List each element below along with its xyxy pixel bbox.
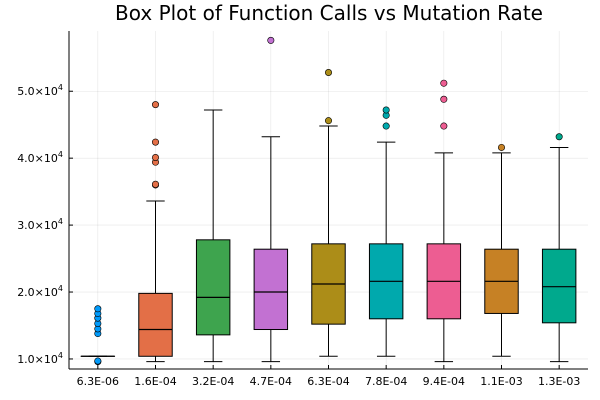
- outlier-point: [94, 305, 102, 313]
- box-4.7E-04: [253, 36, 289, 363]
- box-9.4E-04: [426, 79, 462, 363]
- boxes: [80, 36, 577, 366]
- y-tick-label: 4.0×104: [17, 150, 63, 165]
- outlier-point: [267, 36, 275, 44]
- box-iqr: [195, 239, 231, 336]
- outlier-point: [440, 79, 448, 87]
- x-tick-label: 1.3E-03: [538, 375, 580, 388]
- box-1.6E-04: [138, 101, 173, 363]
- outlier-point: [324, 117, 332, 125]
- outlier-point: [152, 153, 160, 161]
- x-tick-labels: 6.3E-06 1.6E-04 3.2E-04 4.7E-04 6.3E-04 7.8E-…: [77, 365, 580, 388]
- x-tick-label: 3.2E-04: [192, 375, 234, 388]
- x-tick-label: 7.8E-04: [365, 375, 407, 388]
- outlier-point: [440, 95, 448, 103]
- x-tick-label: 1.1E-03: [480, 375, 522, 388]
- box-3.2E-04: [195, 109, 231, 363]
- box-6.3E-04: [311, 68, 346, 357]
- outlier-point: [382, 122, 390, 130]
- box-iqr: [138, 292, 173, 357]
- y-tick-label: 5.0×104: [17, 83, 63, 98]
- outlier-point: [382, 106, 390, 114]
- x-tick-label: 1.6E-04: [134, 375, 176, 388]
- box-7.8E-04: [368, 106, 404, 357]
- box-iqr: [541, 248, 577, 324]
- outlier-point: [152, 101, 160, 109]
- x-tick-label: 6.3E-04: [307, 375, 349, 388]
- outlier-point: [555, 133, 563, 141]
- x-tick-label: 9.4E-04: [423, 375, 465, 388]
- box-6.3E-06: [80, 305, 116, 366]
- chart-title: Box Plot of Function Calls vs Mutation R…: [115, 1, 543, 25]
- box-1.3E-03: [541, 133, 577, 363]
- outlier-point: [152, 138, 160, 146]
- box-1.1E-03: [484, 143, 519, 357]
- x-tick-label: 4.7E-04: [250, 375, 292, 388]
- y-tick-labels: 1.0×104 2.0×104 3.0×104 4.0×104 5.0×104: [17, 83, 73, 366]
- outlier-point: [94, 357, 102, 365]
- y-tick-label: 2.0×104: [17, 284, 63, 299]
- x-tick-label: 6.3E-06: [77, 375, 119, 388]
- outlier-point: [440, 122, 448, 130]
- box-iqr: [253, 248, 289, 331]
- outlier-point: [324, 68, 332, 76]
- outlier-point: [497, 143, 505, 151]
- y-tick-label: 3.0×104: [17, 217, 63, 232]
- y-tick-label: 1.0×104: [17, 351, 63, 366]
- outlier-point: [152, 180, 160, 188]
